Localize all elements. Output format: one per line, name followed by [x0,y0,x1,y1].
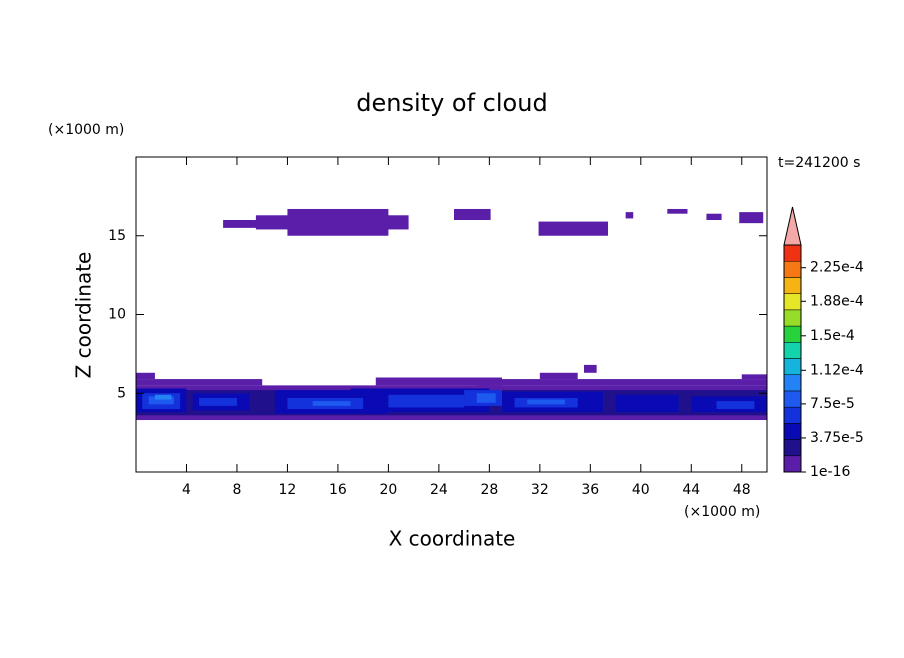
colorbar-swatch [783,342,802,359]
x-tick-label: 36 [581,482,599,498]
contour-cell [454,208,491,220]
contour-cell [136,379,263,386]
contour-cell [615,394,679,413]
colorbar-tick-label: 2.25e-4 [810,260,864,276]
contour-cell [136,372,155,380]
contour-cell [584,364,597,373]
contour-cell [625,212,634,219]
x-tick-label: 28 [480,482,498,498]
colorbar-swatch [783,455,802,473]
colorbar-swatch [783,374,802,392]
x-tick-label: 8 [232,482,241,498]
time-label: t=241200 s [778,155,860,171]
contour-cell [223,220,260,228]
colorbar-swatch [783,309,802,327]
contour-cell [538,221,608,236]
x-tick-label: 20 [379,482,397,498]
contour-cell [476,393,496,403]
x-tick-label: 12 [279,482,297,498]
x-tick-label: 24 [430,482,448,498]
colorbar-swatch [783,439,802,457]
colorbar-swatch [783,277,802,294]
contour-cell [716,401,755,409]
colorbar-tick-label: 3.75e-5 [810,430,864,446]
contour-cell [527,399,566,405]
colorbar-swatch [783,358,802,375]
contour-cell [375,377,502,386]
colorbar-tick-label: 1.12e-4 [810,362,864,378]
colorbar-tick-label: 1e-16 [810,464,850,480]
x-tick-label: 40 [632,482,650,498]
contour-cell [388,394,465,408]
chart-title: density of cloud [356,89,547,117]
colorbar-swatch [783,406,802,424]
colorbar-frame [783,244,802,473]
contour-cell [539,372,578,380]
y-axis-label: Z coordinate [72,252,96,379]
colorbar-swatch [783,244,802,262]
contour-cell [739,212,764,224]
contour-cell [706,213,722,220]
x-tick-label: 48 [733,482,751,498]
colorbar-swatch [783,423,802,440]
contour-cell [148,396,174,405]
x-tick-label: 32 [531,482,549,498]
contour-cell [199,397,237,406]
y-tick-label: 5 [117,385,126,401]
x-axis-label: X coordinate [389,527,516,551]
colorbar-tick-label: 1.88e-4 [810,293,864,309]
colorbar-swatch [783,293,802,311]
x-tick-label: 16 [329,482,347,498]
plot-frame [135,156,768,473]
x-unit: (×1000 m) [684,504,760,520]
contour-cell [476,379,767,386]
colorbar-swatch [783,390,802,408]
colorbar-swatch [783,260,802,278]
contour-cell [312,401,351,406]
y-tick-label: 10 [108,307,126,323]
x-tick-label: 4 [182,482,191,498]
x-tick-label: 44 [682,482,700,498]
contour-cell [667,208,688,214]
contour-cell [154,394,172,400]
colorbar-swatch [783,325,802,343]
y-unit: (×1000 m) [48,122,124,138]
colorbar-tick-label: 1.5e-4 [810,328,855,344]
contour-cell [741,374,767,380]
colorbar-extend [783,206,802,246]
y-tick-label: 15 [108,228,126,244]
contour-cell [287,208,389,236]
colorbar-tick-label: 7.5e-5 [810,396,855,412]
